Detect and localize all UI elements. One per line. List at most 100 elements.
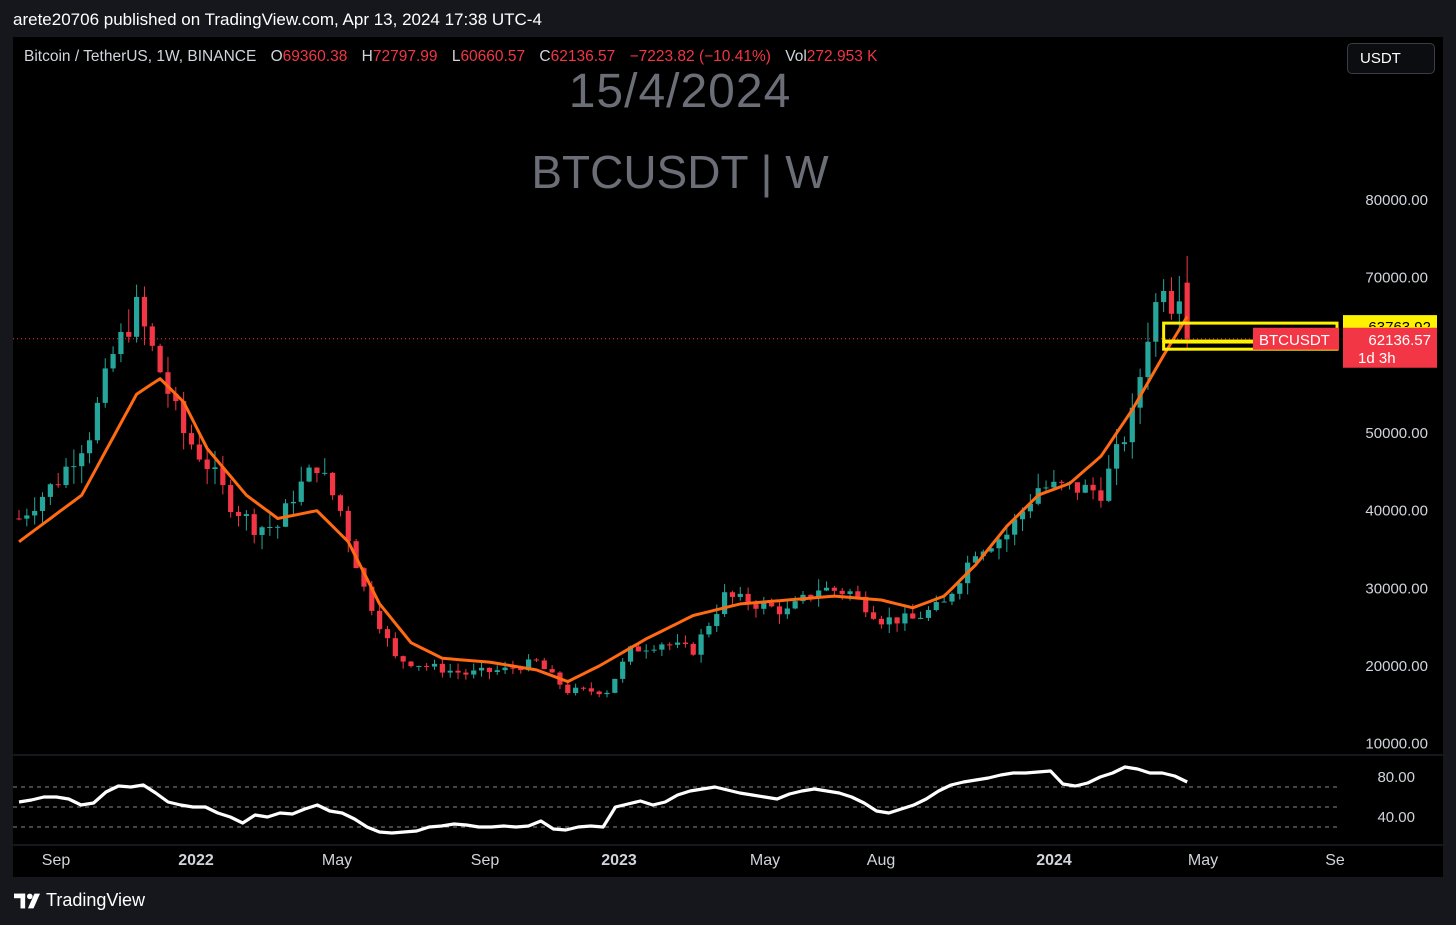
candle-body [79,453,85,467]
current-price-bg [1343,327,1437,368]
candle-body [1137,377,1143,408]
legend-bar: Bitcoin / TetherUS, 1W, BINANCE O69360.3… [24,48,877,66]
x-tick-label: 2022 [178,852,214,869]
candle-body [290,501,296,504]
footer-brand[interactable]: TradingView [14,890,145,911]
candle-body [377,610,383,630]
candle-body [24,515,30,519]
y-tick-label: 30000.00 [1365,580,1428,597]
candle-body [1184,282,1190,339]
candle-body [949,593,955,602]
candle-body [729,592,736,597]
countdown-label: 1d 3h [1358,350,1396,367]
candle-body [267,526,273,528]
candle-body [784,608,790,615]
candle-body [902,613,908,624]
candle-body [667,644,673,646]
candle-body [745,593,751,605]
candle-body [831,587,837,591]
candle-body [925,610,932,618]
candle-body [651,649,657,651]
currency-button[interactable]: USDT [1347,43,1435,74]
candle-body [275,526,281,528]
candle-body [910,613,916,619]
symbol-description[interactable]: Bitcoin / TetherUS, 1W, BINANCE [24,48,257,65]
candle-body [55,484,61,486]
candle-body [674,642,681,645]
candle-body [330,472,336,496]
close-label: C [539,48,551,65]
candle-body [855,591,861,597]
x-tick-label: May [1188,852,1218,869]
vol-label: Vol [785,48,807,65]
candle-body [86,440,93,454]
rsi-line [18,765,1188,835]
x-tick-label: Se [1325,852,1345,869]
published-caption: arete20706 published on TradingView.com,… [13,10,542,29]
candle-body [71,466,77,468]
rsi-tick-label: 80.00 [1377,769,1415,786]
candle-body [769,602,775,607]
candle-body [1019,511,1026,520]
candle-body [431,663,438,667]
candle-body [455,670,461,673]
watermark-date: 15/4/2024 [568,65,792,118]
candle-body [94,402,100,441]
candle-body [102,368,108,403]
candle-body [1106,468,1112,501]
candle-body [761,602,767,609]
candle-body [1004,534,1010,540]
chart-frame[interactable] [13,37,1443,877]
candle-body [212,467,218,470]
candle-body [173,393,179,402]
candle-body [894,617,900,624]
candle-body [157,345,163,373]
x-tick-label: 2024 [1036,852,1072,869]
candle-body [573,687,579,693]
candle-body [322,472,328,474]
candle-body [188,433,195,445]
candle-body [141,296,148,327]
candle-body [439,663,445,673]
candle-body [134,296,140,337]
candle-body [259,527,265,535]
candle-body [32,510,38,516]
candle-body [941,601,947,603]
candle-body [1129,407,1135,443]
candle-body [886,617,892,625]
candle-body [839,590,845,594]
candle-body [478,667,485,671]
current-price-label: 62136.57 [1368,332,1431,349]
candle-body [126,331,132,337]
candle-body [722,592,728,615]
candle-body [63,466,69,486]
footer-brand-label: TradingView [46,890,146,910]
candle-body [1153,302,1159,342]
candle-body [306,467,312,482]
symbol-tag-bg [1253,327,1339,350]
vol-value: 272.953 K [806,48,878,65]
chart-canvas[interactable]: 10000.00 20000.00 30000.00 40000.00 50000.00… [13,37,1443,877]
candle-body [596,691,602,695]
candle-body [1121,442,1128,445]
candle-body [870,612,877,619]
candle-body [486,667,492,673]
candle-body [863,596,869,613]
candle-body [988,548,994,552]
y-tick-label: 50000.00 [1365,425,1428,442]
candle-body [816,590,822,598]
candle-body [471,670,477,675]
candle-body [220,467,226,486]
low-value: 60660.57 [460,48,526,65]
candle-body [737,593,743,597]
candle-body [753,604,759,609]
high-label: H [361,48,373,65]
candle-body [612,678,618,693]
candle-body [416,665,422,667]
y-tick-label: 80000.00 [1365,192,1428,209]
candle-body [282,503,289,527]
candle-body [400,656,406,662]
candle-body [463,672,469,675]
tradingview-logo-icon [14,893,40,908]
candle-body [510,667,516,669]
